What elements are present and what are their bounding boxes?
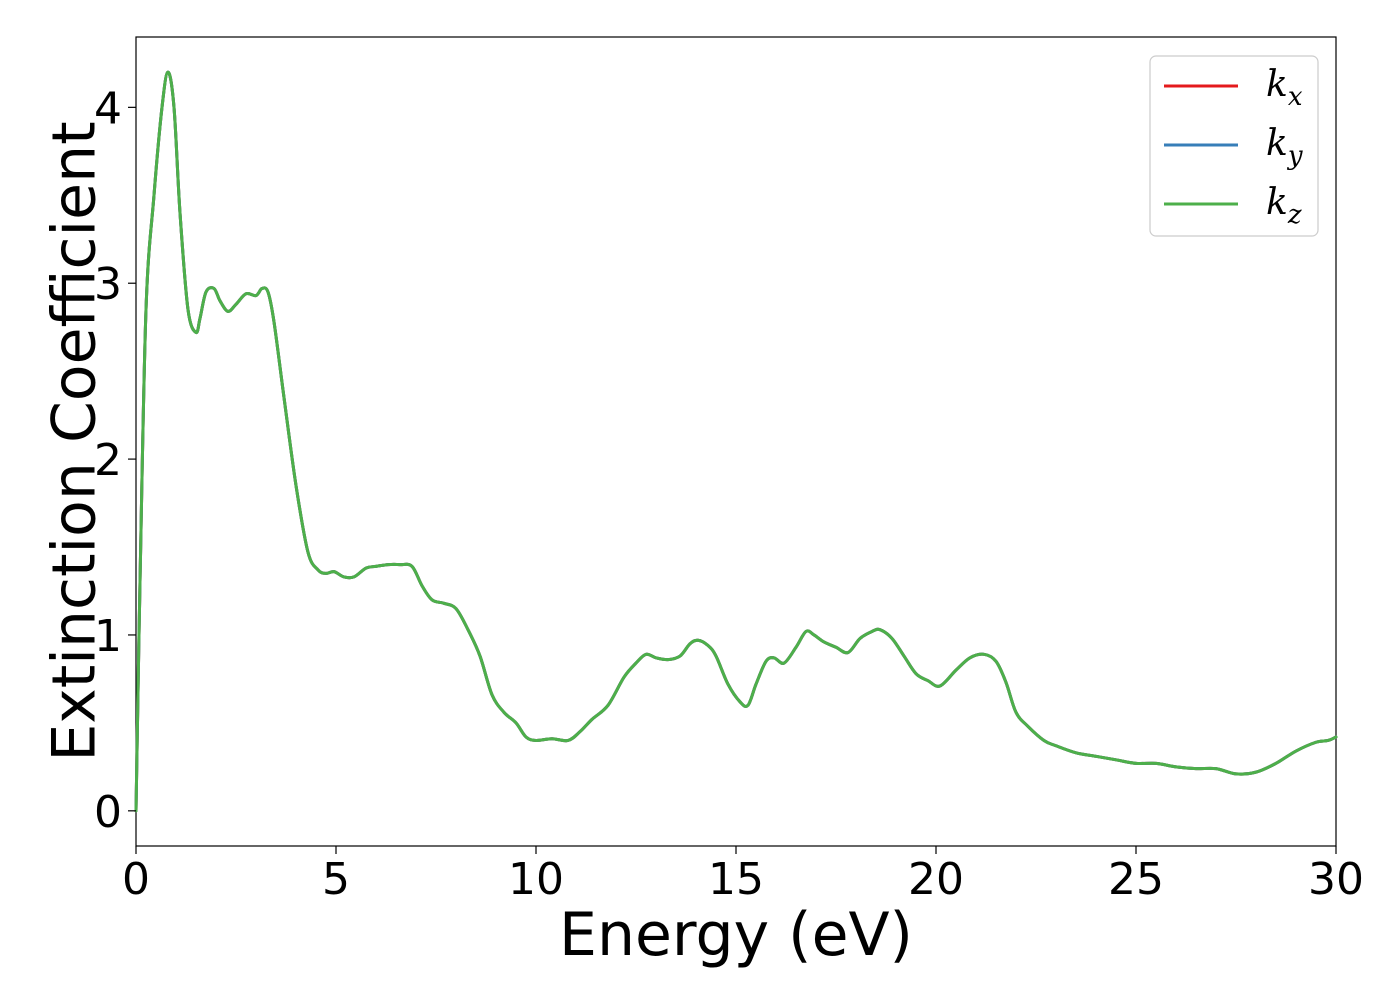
y-axis-label: Extinction Coefficient	[40, 121, 110, 761]
x-tick-label: 10	[508, 854, 564, 905]
legend-label: kz	[1266, 182, 1302, 230]
legend-label: ky	[1266, 123, 1303, 171]
x-tick-label: 20	[908, 854, 964, 905]
series-layer	[134, 70, 1338, 813]
x-axis-ticks: 0 5 10 15 20 25 30	[122, 846, 1364, 905]
x-axis-label: Energy (eV)	[559, 900, 913, 970]
y-axis-ticks: 0 1 2 3 4	[94, 83, 136, 838]
legend-label-sub: y	[1287, 141, 1303, 171]
y-tick-label: 0	[94, 787, 122, 838]
x-tick-label: 30	[1308, 854, 1364, 905]
y-tick-label: 4	[94, 83, 122, 134]
y-tick-label: 1	[94, 611, 122, 662]
legend-label-base: k	[1266, 123, 1288, 164]
x-tick-label: 5	[322, 854, 350, 905]
x-tick-label: 15	[708, 854, 764, 905]
x-tick-label: 25	[1108, 854, 1164, 905]
legend-label-sub: z	[1287, 200, 1302, 230]
legend-label: kx	[1266, 64, 1303, 112]
legend-label-sub: x	[1288, 82, 1303, 112]
legend-label-base: k	[1266, 182, 1288, 223]
series-line-kz	[134, 70, 1338, 813]
y-tick-label: 3	[94, 259, 122, 310]
y-tick-label: 2	[94, 435, 122, 486]
x-tick-label: 0	[122, 854, 150, 905]
legend-label-base: k	[1266, 64, 1288, 105]
